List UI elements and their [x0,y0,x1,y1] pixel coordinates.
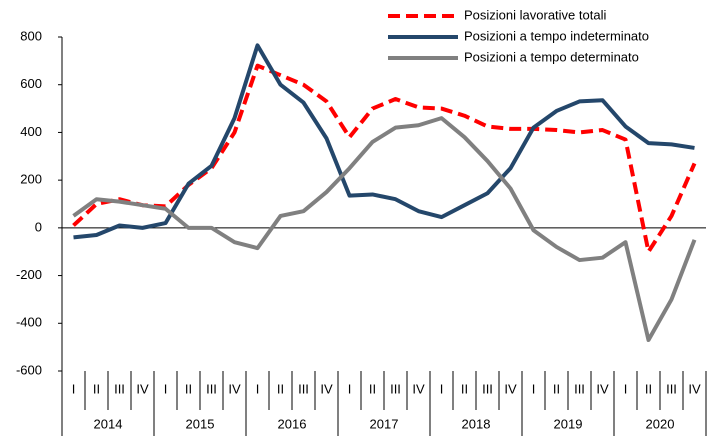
year-label: 2019 [554,416,583,431]
x-tick-label: II [553,381,560,396]
x-tick-label: II [93,381,100,396]
x-tick-label: II [461,381,468,396]
x-tick-label: II [277,381,284,396]
x-tick-label: IV [504,381,517,396]
y-tick-label: 0 [35,219,42,234]
x-tick-label: III [574,381,585,396]
y-tick-label: 600 [20,76,42,91]
y-tick-label: 800 [20,28,42,43]
x-tick-label: III [206,381,217,396]
x-tick-label: II [369,381,376,396]
x-tick-label: I [348,381,352,396]
series-line [73,43,695,240]
year-label: 2017 [370,416,399,431]
y-tick-label: -400 [16,315,42,330]
legend-label: Posizioni lavorative totali [464,7,606,22]
x-tick-label: III [114,381,125,396]
x-tick-label: III [666,381,677,396]
year-label: 2016 [278,416,307,431]
x-tick-label: I [532,381,536,396]
x-tick-label: II [645,381,652,396]
x-tick-label: I [72,381,76,396]
legend-label: Posizioni a tempo indeterminato [464,28,649,43]
y-tick-label: -200 [16,267,42,282]
x-tick-label: I [624,381,628,396]
y-tick-label: 400 [20,124,42,139]
x-tick-label: III [390,381,401,396]
year-label: 2020 [646,416,675,431]
year-label: 2014 [94,416,123,431]
y-tick-label: 200 [20,172,42,187]
x-tick-label: III [482,381,493,396]
x-tick-label: IV [412,381,425,396]
x-tick-label: I [440,381,444,396]
series-line [72,116,697,342]
x-tick-label: III [298,381,309,396]
x-tick-label: IV [596,381,609,396]
x-tick-label: IV [136,381,149,396]
x-tick-label: I [164,381,168,396]
series-line [72,63,697,254]
year-label: 2015 [186,416,215,431]
year-label: 2018 [462,416,491,431]
x-tick-label: I [256,381,260,396]
x-tick-label: IV [688,381,701,396]
legend-label: Posizioni a tempo determinato [464,49,639,64]
x-tick-label: IV [228,381,241,396]
y-tick-label: -600 [16,362,42,377]
x-tick-label: IV [320,381,333,396]
x-tick-label: II [185,381,192,396]
